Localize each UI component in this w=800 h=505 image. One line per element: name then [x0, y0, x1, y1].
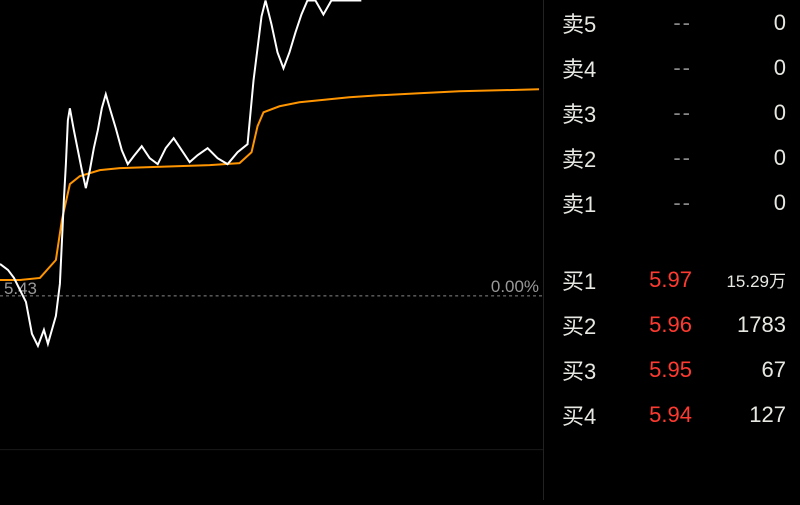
sell-row[interactable]: 卖1 -- 0	[544, 180, 800, 225]
buy-label: 买3	[562, 354, 622, 386]
sell-label: 卖5	[562, 7, 622, 39]
intraday-chart[interactable]: 5.43 0.00%	[0, 0, 544, 500]
sell-price: --	[622, 10, 692, 36]
buy-volume: 127	[692, 402, 786, 428]
buy-row[interactable]: 买3 5.95 67	[544, 347, 800, 392]
sell-volume: 0	[692, 10, 786, 36]
sell-price: --	[622, 100, 692, 126]
buy-price: 5.97	[622, 267, 692, 293]
sell-price: --	[622, 145, 692, 171]
sell-volume: 0	[692, 100, 786, 126]
sell-row[interactable]: 卖4 -- 0	[544, 45, 800, 90]
sell-label: 卖2	[562, 142, 622, 174]
buy-volume: 1783	[692, 312, 786, 338]
buy-volume: 15.29万	[692, 267, 786, 292]
sell-label: 卖1	[562, 187, 622, 219]
sell-volume: 0	[692, 145, 786, 171]
sell-label: 卖4	[562, 52, 622, 84]
buy-label: 买2	[562, 309, 622, 341]
buy-volume: 67	[692, 357, 786, 383]
buy-label: 买1	[562, 264, 622, 296]
chart-svg: 5.43 0.00%	[0, 0, 543, 500]
sell-price: --	[622, 55, 692, 81]
sell-row[interactable]: 卖5 -- 0	[544, 0, 800, 45]
sell-volume: 0	[692, 55, 786, 81]
base-price-label: 5.43	[4, 279, 37, 298]
sell-volume: 0	[692, 190, 786, 216]
sell-price: --	[622, 190, 692, 216]
buy-price: 5.96	[622, 312, 692, 338]
sell-label: 卖3	[562, 97, 622, 129]
order-book: 卖5 -- 0 卖4 -- 0 卖3 -- 0 卖2 -- 0 卖1 -- 0 …	[544, 0, 800, 500]
zero-percent-label: 0.00%	[491, 277, 539, 296]
buy-price: 5.94	[622, 402, 692, 428]
buy-row[interactable]: 买1 5.97 15.29万	[544, 257, 800, 302]
sell-row[interactable]: 卖3 -- 0	[544, 90, 800, 135]
price-line	[0, 0, 361, 345]
buy-row[interactable]: 买4 5.94 127	[544, 392, 800, 437]
buy-price: 5.95	[622, 357, 692, 383]
order-book-divider	[544, 225, 800, 257]
sell-row[interactable]: 卖2 -- 0	[544, 135, 800, 180]
buy-label: 买4	[562, 399, 622, 431]
average-price-line	[0, 89, 539, 280]
buy-row[interactable]: 买2 5.96 1783	[544, 302, 800, 347]
